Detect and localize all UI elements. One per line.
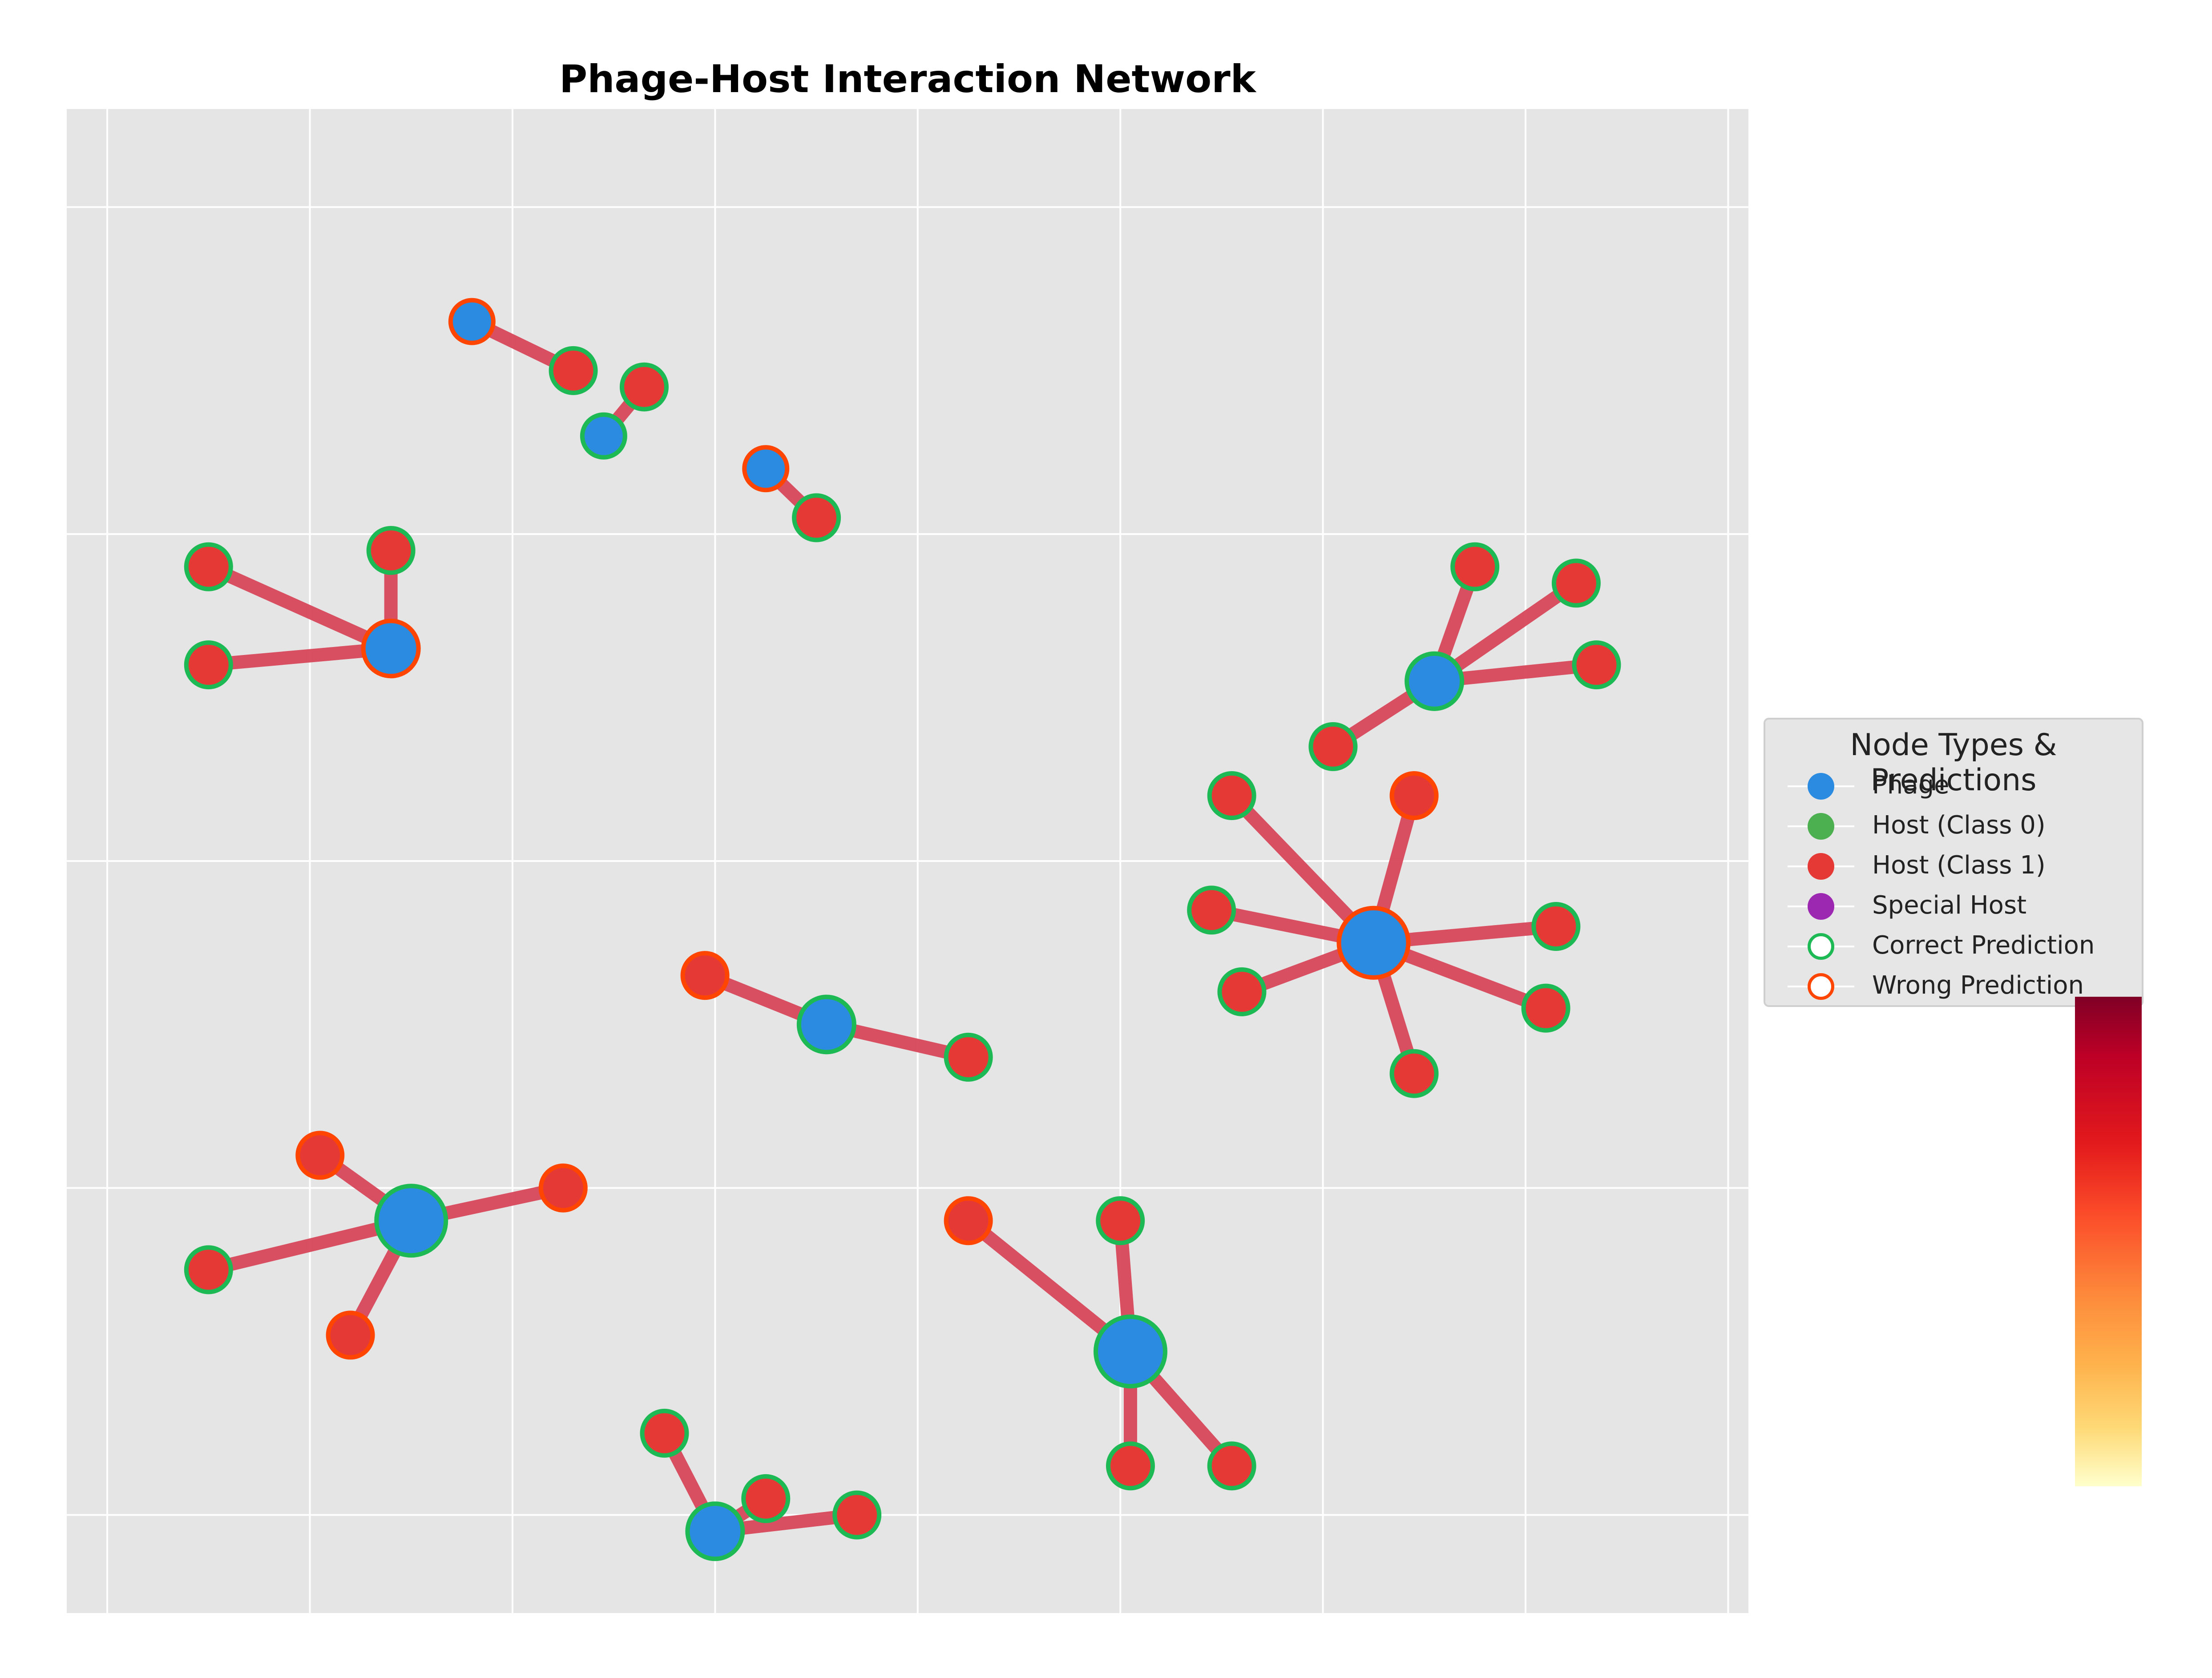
legend-marker-host-class0	[1808, 813, 1834, 840]
node-P9	[1093, 1314, 1167, 1389]
legend-marker-phage	[1808, 773, 1834, 800]
node-H7a	[680, 951, 730, 1000]
node-H1b	[366, 526, 416, 575]
node-P2	[448, 298, 496, 345]
legend-item-wrong: Wrong Prediction	[1783, 966, 2139, 1007]
node-H6f	[1521, 983, 1570, 1033]
legend-marker-host-class1	[1808, 853, 1834, 880]
node-H5a	[1450, 542, 1500, 591]
node-H1c	[184, 640, 233, 690]
legend-label-special-host: Special Host	[1872, 891, 2027, 920]
legend-item-special-host: Special Host	[1783, 886, 2139, 926]
node-H9b	[1096, 1196, 1145, 1245]
legend-item-phage: Phage	[1783, 766, 2139, 806]
node-H10c	[832, 1490, 882, 1540]
node-H6c	[1187, 885, 1236, 935]
legend-label-correct: Correct Prediction	[1872, 931, 2095, 960]
node-H8d	[326, 1310, 375, 1360]
legend-marker-correct	[1808, 933, 1834, 960]
node-H6g	[1389, 1049, 1439, 1098]
node-H6a	[1207, 771, 1256, 821]
legend-item-host-class1: Host (Class 1)	[1783, 846, 2139, 886]
node-H8a	[295, 1131, 345, 1180]
edge-P1-H1c	[202, 642, 398, 672]
legend-label-host-class1: Host (Class 1)	[1872, 851, 2046, 880]
legend-marker-wrong	[1808, 973, 1834, 1000]
node-P3	[580, 412, 627, 460]
node-H8b	[538, 1163, 588, 1213]
colorbar	[2075, 997, 2142, 1486]
node-H6e	[1217, 967, 1267, 1016]
node-P1	[361, 619, 421, 679]
node-H9a	[944, 1196, 993, 1245]
legend-label-wrong: Wrong Prediction	[1872, 971, 2084, 1000]
edge-P1-H1a	[202, 560, 398, 655]
node-H4a	[792, 493, 841, 542]
node-H9d	[1207, 1441, 1256, 1491]
node-H10a	[640, 1408, 689, 1458]
node-H3a	[619, 362, 669, 412]
legend-label-host-class0: Host (Class 0)	[1872, 811, 2046, 840]
legend-item-correct: Correct Prediction	[1783, 926, 2139, 966]
node-P5	[1405, 651, 1465, 711]
node-P7	[796, 995, 856, 1055]
node-H5d	[1308, 722, 1358, 771]
legend: Node Types & Predictions Phage Host (Cla…	[1764, 718, 2143, 1007]
plot-title: Phage-Host Interaction Network	[559, 57, 1256, 101]
node-P10	[685, 1501, 745, 1561]
node-H8c	[184, 1245, 233, 1294]
legend-title: Node Types & Predictions	[1850, 728, 2057, 798]
node-P8	[374, 1184, 448, 1258]
node-H5c	[1572, 640, 1621, 690]
node-H1a	[184, 542, 233, 591]
node-H6d	[1531, 902, 1581, 951]
legend-item-host-class0: Host (Class 0)	[1783, 806, 2139, 846]
grid-lines	[67, 109, 1748, 1613]
nodes-layer	[184, 298, 1621, 1561]
node-H2a	[549, 346, 598, 395]
node-H7b	[944, 1032, 993, 1082]
legend-marker-special-host	[1808, 893, 1834, 920]
node-H10b	[741, 1474, 791, 1523]
node-H5b	[1551, 558, 1601, 608]
legend-label-phage: Phage	[1872, 771, 1950, 800]
node-P6	[1336, 906, 1411, 980]
node-P4	[742, 445, 790, 493]
node-H9c	[1106, 1441, 1155, 1491]
node-H6b	[1389, 771, 1439, 821]
